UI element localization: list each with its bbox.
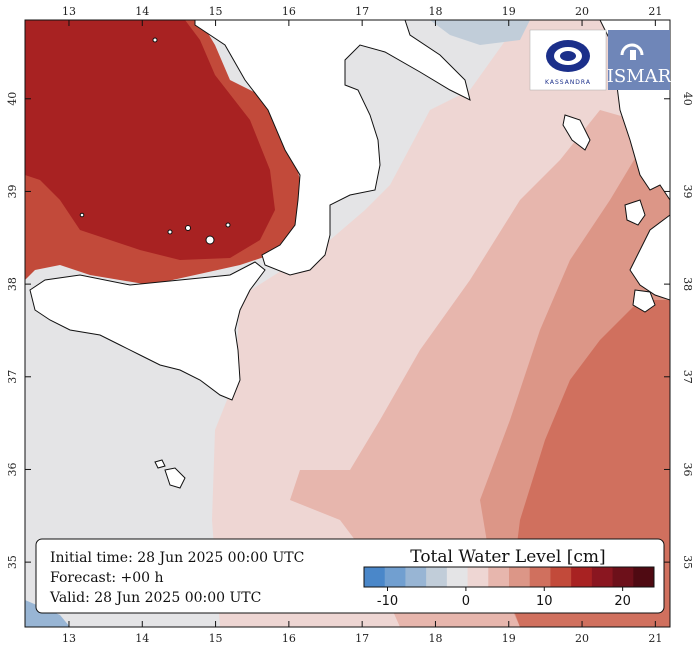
colorbar-tick-label: -10	[377, 594, 398, 609]
lon-label-top: 21	[648, 5, 662, 18]
lat-label-left: 40	[6, 92, 19, 106]
island-zakynthos	[632, 289, 656, 313]
lat-label-right: 39	[681, 184, 694, 198]
colorbar-swatch	[426, 567, 448, 587]
lon-label-bottom: 13	[62, 632, 76, 645]
lat-label-left: 36	[6, 462, 19, 476]
sea-tyrrhenian-high	[25, 20, 275, 260]
colorbar-swatch	[364, 567, 386, 587]
lon-label-top: 18	[428, 5, 442, 18]
ismar-logo: ISMAR	[607, 30, 672, 90]
lat-label-right: 35	[681, 555, 694, 569]
colorbar-tick-label: 0	[462, 594, 470, 609]
lon-label-top: 19	[502, 5, 516, 18]
island-corfu	[562, 114, 591, 151]
legend-title: Total Water Level [cm]	[410, 547, 605, 567]
lon-label-top: 13	[62, 5, 76, 18]
colorbar-swatch	[384, 567, 406, 587]
land-sicily	[29, 261, 266, 401]
land-peloponnese	[629, 214, 670, 301]
lat-label-left: 35	[6, 555, 19, 569]
colorbar-tick-label: 20	[614, 594, 631, 609]
colorbar-tick-label: 10	[536, 594, 553, 609]
colorbar-labels: -10 0 10 20	[377, 587, 631, 609]
colorbar-swatch	[571, 567, 593, 587]
colorbar-border	[363, 566, 655, 588]
lat-label-right: 37	[681, 370, 694, 384]
colorbar-swatch	[446, 567, 469, 587]
lon-label-bottom: 20	[575, 632, 589, 645]
land-italy	[194, 20, 471, 276]
lon-label-bottom: 14	[135, 632, 149, 645]
island-gozo	[154, 459, 166, 469]
island-salina	[185, 225, 191, 231]
colorbar-swatch	[488, 567, 510, 587]
info-panel	[35, 538, 665, 614]
island-north	[152, 37, 158, 43]
lon-label-bottom: 17	[355, 632, 369, 645]
lat-label-left: 39	[6, 184, 19, 198]
map-frame	[24, 19, 671, 628]
lat-label-right: 36	[681, 462, 694, 476]
kassandra-logo: KASSANDRA	[529, 29, 607, 91]
lon-label-top: 17	[355, 5, 369, 18]
colorbar	[363, 566, 655, 588]
lon-label-bottom: 18	[428, 632, 442, 645]
valid-time-label: Valid: 28 Jun 2025 00:00 UTC	[49, 590, 261, 606]
colorbar-swatch	[612, 567, 634, 587]
lon-label-top: 20	[575, 5, 589, 18]
lon-label-top: 16	[282, 5, 296, 18]
island-ustica	[79, 212, 85, 218]
initial-time-label: Initial time: 28 Jun 2025 00:00 UTC	[50, 550, 304, 566]
lon-label-top: 14	[135, 5, 149, 18]
frame-ticks	[25, 20, 670, 627]
lon-label-bottom: 19	[502, 632, 516, 645]
latitude-labels: 35 35 36 36 37 37 38 38 39 39 40 40	[6, 92, 694, 569]
lon-label-top: 15	[209, 5, 223, 18]
lon-label-bottom: 21	[648, 632, 662, 645]
kassandra-logo-text: KASSANDRA	[545, 79, 591, 86]
longitude-labels: 13 13 14 14 15 15 16 16 17 17 18 18 19 19 20 20 21 21	[62, 5, 662, 645]
island-kefalonia	[624, 199, 646, 226]
lat-label-right: 40	[681, 92, 694, 106]
island-lipari	[205, 235, 215, 245]
lon-label-bottom: 15	[209, 632, 223, 645]
colorbar-swatch	[550, 567, 572, 587]
colorbar-swatch	[467, 567, 489, 587]
lat-label-left: 37	[6, 370, 19, 384]
forecast-label: Forecast: +00 h	[50, 570, 164, 586]
lat-label-right: 38	[681, 277, 694, 291]
colorbar-swatch	[529, 567, 551, 587]
lon-label-bottom: 16	[282, 632, 296, 645]
colorbar-swatch	[405, 567, 427, 587]
island-stromboli	[225, 222, 231, 228]
colorbar-swatch	[591, 567, 614, 587]
lat-label-left: 38	[6, 277, 19, 291]
sea-blue-north	[430, 20, 530, 45]
colorbar-swatch	[633, 567, 655, 587]
island-alicudi	[167, 229, 173, 235]
map-area	[25, 20, 670, 627]
island-malta	[164, 467, 186, 489]
colorbar-swatch	[509, 567, 531, 587]
ismar-logo-text: ISMAR	[607, 66, 672, 87]
